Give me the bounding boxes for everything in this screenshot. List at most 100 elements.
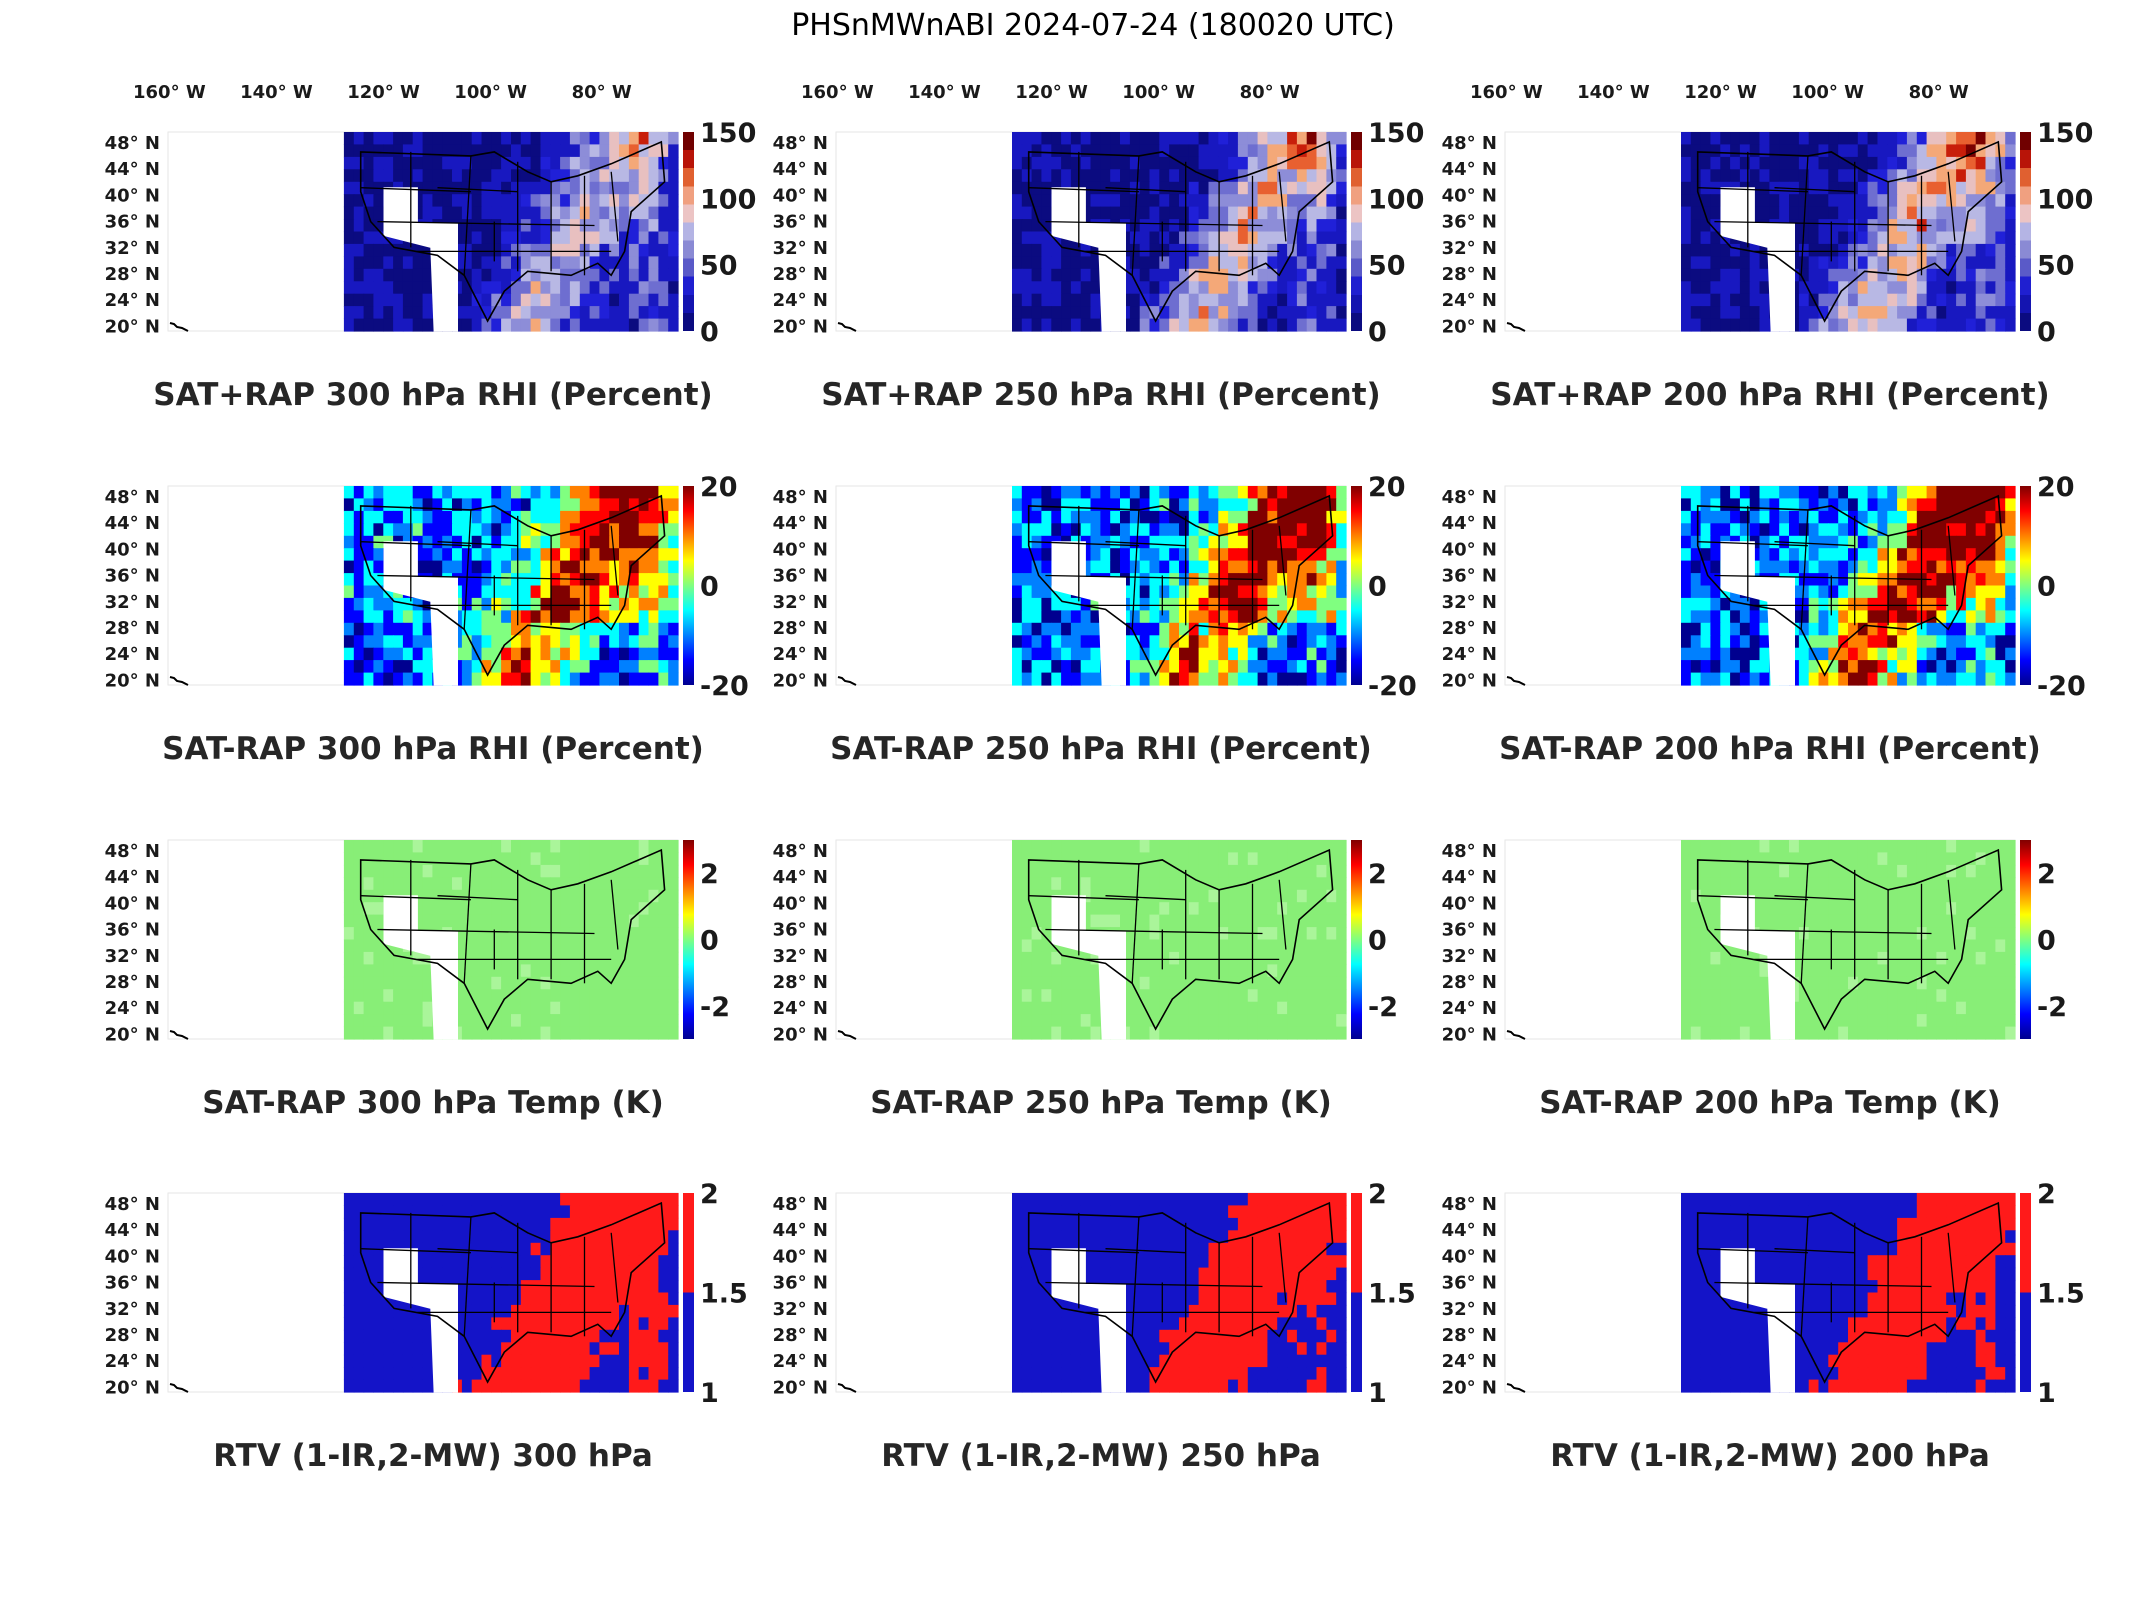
data-cell <box>619 976 630 990</box>
data-cell <box>461 306 473 320</box>
data-cell <box>1296 1026 1308 1040</box>
data-cell <box>560 256 571 270</box>
data-cell <box>628 840 640 853</box>
data-cell <box>1267 231 1278 245</box>
data-cell <box>1848 622 1859 636</box>
data-cell <box>1070 660 1082 674</box>
data-cell <box>393 306 404 320</box>
data-cell <box>501 585 512 599</box>
data-cell <box>1070 156 1082 170</box>
data-cell <box>461 877 473 891</box>
data-cell <box>1169 852 1180 866</box>
data-cell <box>1287 902 1298 916</box>
data-cell <box>540 610 551 624</box>
data-cell <box>1031 976 1042 990</box>
y-tick-label: 20° N <box>105 1024 160 1045</box>
data-cell <box>1965 156 1977 170</box>
colorbar-tick-label: 20 <box>1368 472 1406 503</box>
data-cell <box>1179 194 1190 208</box>
data-cell <box>501 647 512 661</box>
data-cell <box>412 672 424 686</box>
data-cell <box>1965 877 1977 891</box>
data-cell <box>511 585 522 599</box>
data-cell <box>1129 852 1141 866</box>
data-cell <box>1985 523 1996 537</box>
data-cell <box>1759 156 1770 170</box>
data-cell <box>1080 647 1092 661</box>
data-cell <box>1828 194 1839 208</box>
data-cell <box>1857 864 1869 878</box>
data-cell <box>1296 243 1308 257</box>
data-cell <box>501 610 512 624</box>
data-cell <box>1080 840 1092 853</box>
y-tick-label: 44° N <box>773 513 828 534</box>
data-cell <box>1808 281 1820 295</box>
data-cell <box>1090 169 1101 183</box>
data-cell <box>452 877 463 891</box>
data-cell <box>343 318 355 332</box>
data-cell <box>1828 951 1839 965</box>
data-cell <box>1956 306 1967 320</box>
data-cell <box>579 852 591 866</box>
data-cell <box>1188 672 1200 686</box>
y-tick-label: 36° N <box>1442 566 1497 587</box>
data-cell <box>422 597 433 611</box>
data-cell <box>1316 132 1327 145</box>
data-cell <box>1906 206 1918 220</box>
data-cell <box>501 622 512 636</box>
data-cell <box>638 622 650 636</box>
data-cell <box>1857 498 1869 512</box>
data-cell <box>1749 877 1761 891</box>
data-cell <box>1228 610 1239 624</box>
data-cell <box>638 206 650 220</box>
data-cell <box>1159 647 1170 661</box>
data-cell <box>1218 573 1229 587</box>
data-cell <box>1936 622 1947 636</box>
data-cell <box>1906 243 1918 257</box>
data-cell <box>343 660 355 674</box>
data-cell <box>560 144 571 158</box>
data-cell <box>1326 610 1337 624</box>
data-cell <box>353 864 365 878</box>
data-cell <box>1120 548 1131 562</box>
data-cell <box>1769 169 1780 183</box>
data-cell <box>560 635 571 649</box>
data-cell <box>1700 206 1711 220</box>
data-cell <box>393 268 404 282</box>
data-cell <box>1120 169 1131 183</box>
data-cell <box>1139 144 1151 158</box>
data-cell <box>1277 976 1288 990</box>
data-cell <box>1080 852 1092 866</box>
data-cell <box>363 318 374 332</box>
data-cell <box>1857 597 1869 611</box>
data-cell <box>1906 281 1918 295</box>
colorbar-tick-label: 150 <box>700 118 756 149</box>
data-cell <box>1090 306 1101 320</box>
data-cell <box>1277 951 1288 965</box>
data-cell <box>1985 647 1996 661</box>
data-cell <box>1789 510 1800 524</box>
data-cell <box>1129 523 1141 537</box>
data-cell <box>569 256 581 270</box>
data-cell <box>1326 989 1337 1003</box>
data-cell <box>550 635 561 649</box>
data-cell <box>481 318 492 332</box>
data-cell <box>461 647 473 661</box>
data-cell <box>412 560 424 574</box>
data-cell <box>1051 318 1062 332</box>
y-tick-label: 40° N <box>105 539 160 560</box>
data-cell <box>1149 877 1160 891</box>
data-cell <box>550 660 561 674</box>
data-cell <box>1710 610 1721 624</box>
data-cell <box>1749 132 1761 145</box>
data-cell <box>1051 585 1062 599</box>
data-cell <box>1681 256 1692 270</box>
data-cell <box>1887 144 1898 158</box>
data-cell <box>2005 840 2016 853</box>
data-cell <box>1129 1001 1141 1015</box>
y-tick-label: 20° N <box>773 1024 828 1045</box>
data-cell <box>461 510 473 524</box>
data-cell <box>1139 989 1151 1003</box>
data-cell <box>1031 268 1042 282</box>
data-cell <box>1090 889 1101 903</box>
